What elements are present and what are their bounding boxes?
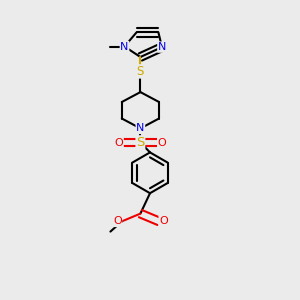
Text: S: S xyxy=(137,65,144,78)
Text: O: O xyxy=(158,137,166,148)
Text: N: N xyxy=(136,123,145,134)
Text: N: N xyxy=(158,42,166,52)
Text: O: O xyxy=(114,137,123,148)
Text: S: S xyxy=(136,136,145,149)
Text: O: O xyxy=(113,216,122,226)
Text: O: O xyxy=(159,216,168,226)
Text: N: N xyxy=(120,41,129,52)
